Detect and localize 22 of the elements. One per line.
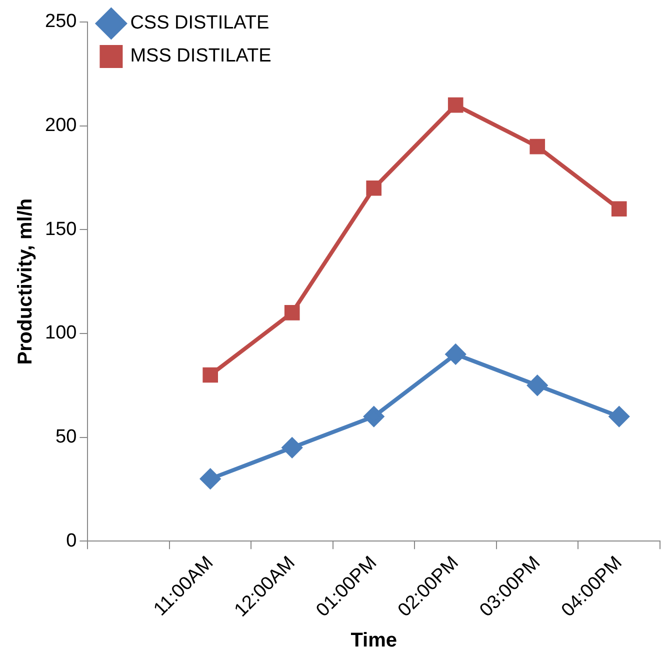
point (527, 375, 548, 396)
y-tick-label: 100 (45, 322, 77, 344)
point (611, 201, 627, 217)
y-axis-title: Productivity, ml/h (14, 198, 37, 365)
legend-label: CSS DISTILATE (130, 12, 270, 34)
y-tick-label: 200 (45, 115, 77, 136)
y-tick-label: 250 (45, 11, 77, 32)
point (282, 438, 302, 458)
y-tick-label: 50 (56, 426, 77, 448)
point (446, 344, 466, 364)
point (202, 367, 218, 383)
x-axis-title: Time (350, 630, 398, 652)
point (200, 468, 220, 489)
point (364, 406, 384, 427)
y-tick-label: 0 (66, 530, 77, 552)
point (609, 406, 630, 427)
point (366, 180, 382, 196)
point (530, 138, 546, 154)
point (448, 97, 464, 113)
point (284, 305, 300, 320)
y-tick-label: 150 (45, 218, 77, 240)
legend-label: MSS DISTILATE (130, 46, 272, 67)
